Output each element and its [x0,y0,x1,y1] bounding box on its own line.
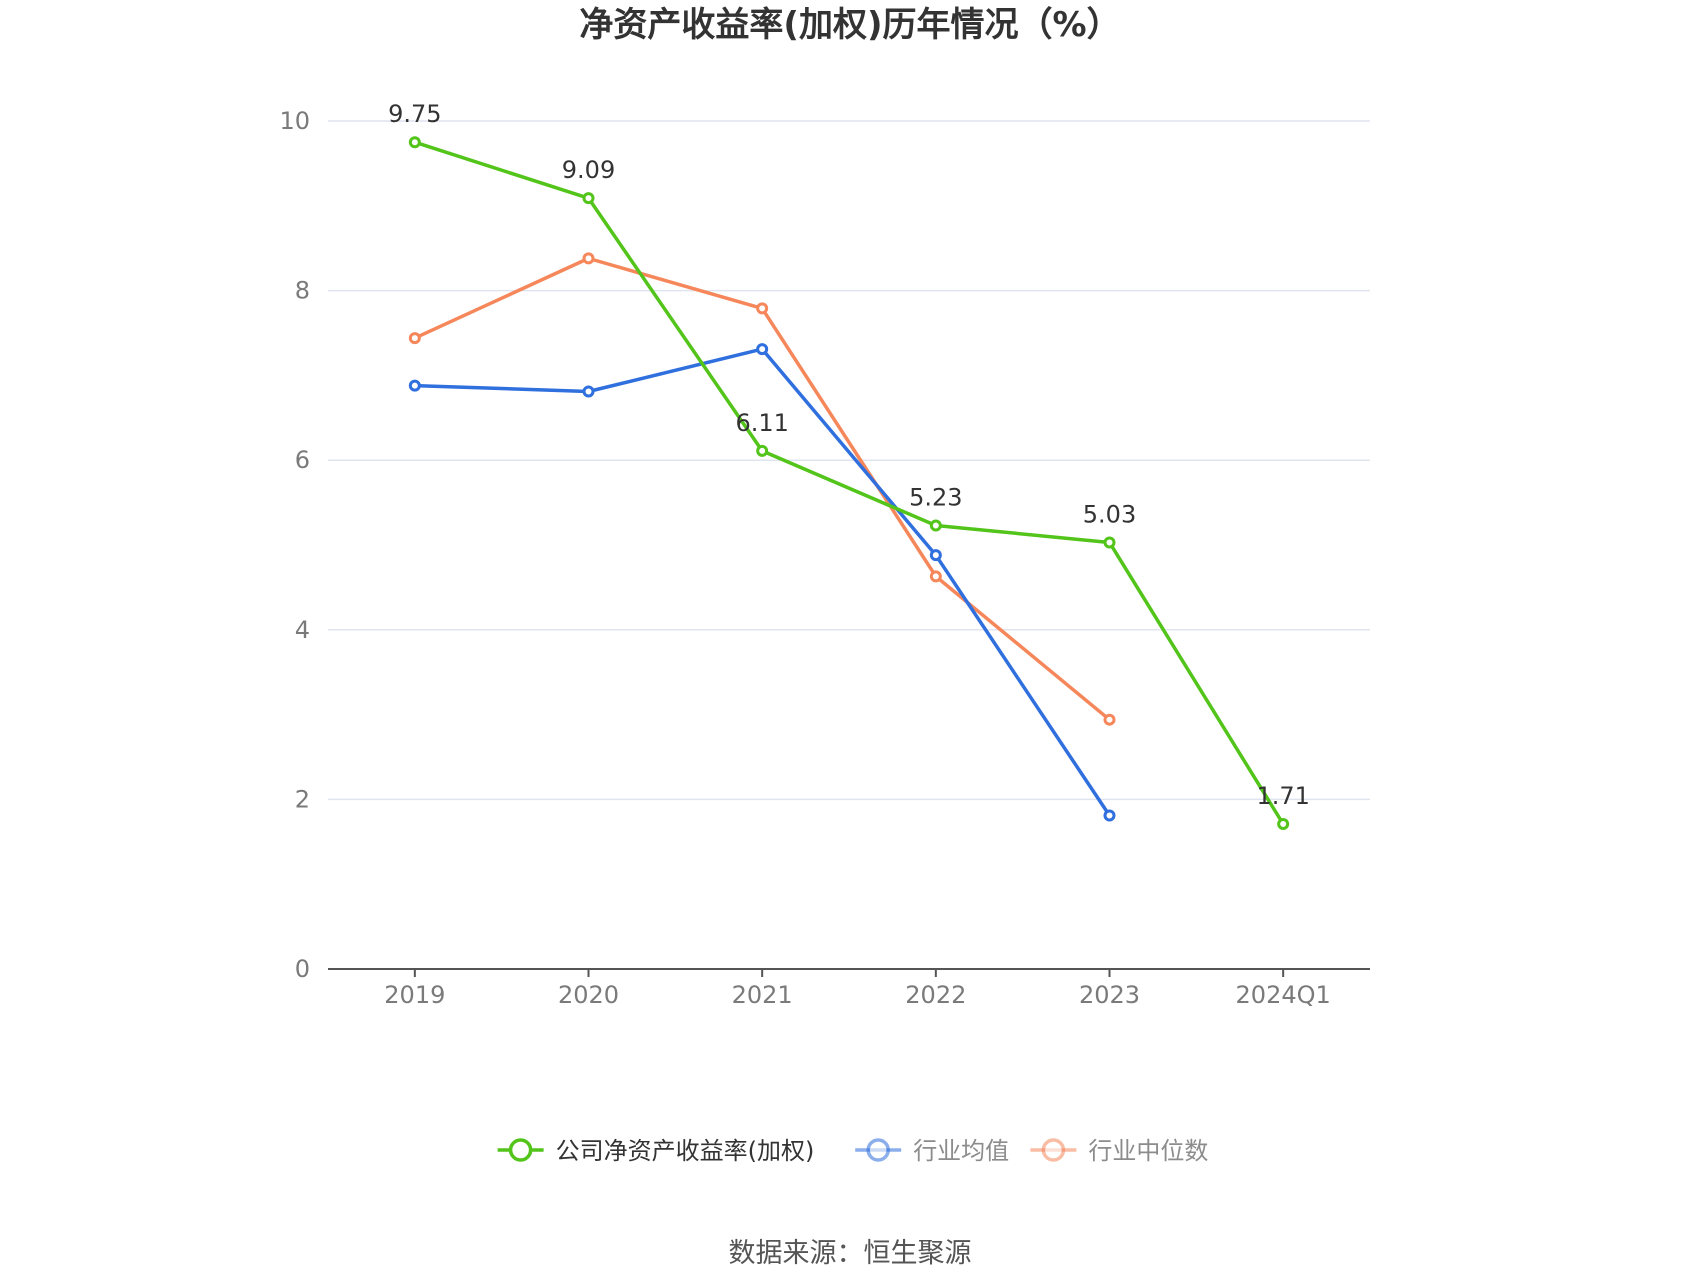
series-line [414,140,1285,825]
legend-item-2[interactable]: 行业中位数 [1030,1137,1208,1165]
data-point [756,343,769,356]
legend-label: 行业均值 [913,1137,1009,1165]
legend-marker [866,1138,890,1162]
data-label: 5.23 [909,483,962,511]
x-tick-label: 2019 [384,981,445,1009]
chart-title: 净资产收益率(加权)历年情况（%） [579,5,1120,45]
series-2 [408,252,1116,726]
data-point [582,252,595,265]
data-point [408,332,421,345]
x-tick-label: 2020 [558,981,619,1009]
data-point [1103,809,1116,822]
data-label: 6.11 [735,409,788,437]
legend-marker [508,1138,533,1162]
grid-lines [328,120,1370,801]
data-label: 5.03 [1083,500,1136,528]
series-0: 9.75 9.09 6.11 5.23 5.03 1.71 [388,100,1310,830]
data-point [408,379,421,392]
data-point [929,570,942,583]
data-point [929,519,942,532]
data-label: 9.75 [388,100,441,128]
x-axis: 2019 2020 2021 2022 2023 2024Q1 [328,968,1370,1009]
legend-item-1[interactable]: 行业均值 [855,1137,1009,1165]
y-tick-label: 6 [295,446,310,474]
data-point [408,136,421,149]
series-group: 9.75 9.09 6.11 5.23 5.03 1.71 [388,100,1310,830]
data-point [1277,817,1290,830]
data-point [929,549,942,562]
x-tick-label: 2022 [905,981,966,1009]
series-line [414,256,1111,722]
data-point [756,302,769,315]
legend-label: 行业中位数 [1088,1137,1208,1165]
y-tick-label: 4 [295,616,310,644]
y-tick-label: 2 [295,785,310,813]
data-point [756,444,769,457]
y-tick-label: 0 [295,955,310,983]
x-tick-label: 2021 [732,981,793,1009]
x-tick-label: 2023 [1079,981,1140,1009]
data-point [1103,536,1116,549]
data-label: 1.71 [1256,782,1309,810]
legend[interactable]: 公司净资产收益率(加权) 行业均值 行业中位数 [497,1137,1209,1165]
data-point [1103,713,1116,726]
y-axis-ticks: 0 2 4 6 8 10 [279,107,310,983]
y-tick-label: 8 [295,277,310,305]
source-note: 数据来源：恒生聚源 [729,1238,972,1269]
y-tick-label: 10 [279,107,310,135]
series-1 [408,343,1116,822]
legend-marker [1041,1138,1066,1162]
legend-item-0[interactable]: 公司净资产收益率(加权) [497,1137,815,1165]
legend-label: 公司净资产收益率(加权) [556,1137,815,1165]
data-point [582,385,595,398]
data-point [582,192,595,205]
x-tick-label: 2024Q1 [1236,981,1331,1009]
data-label: 9.09 [562,156,615,184]
